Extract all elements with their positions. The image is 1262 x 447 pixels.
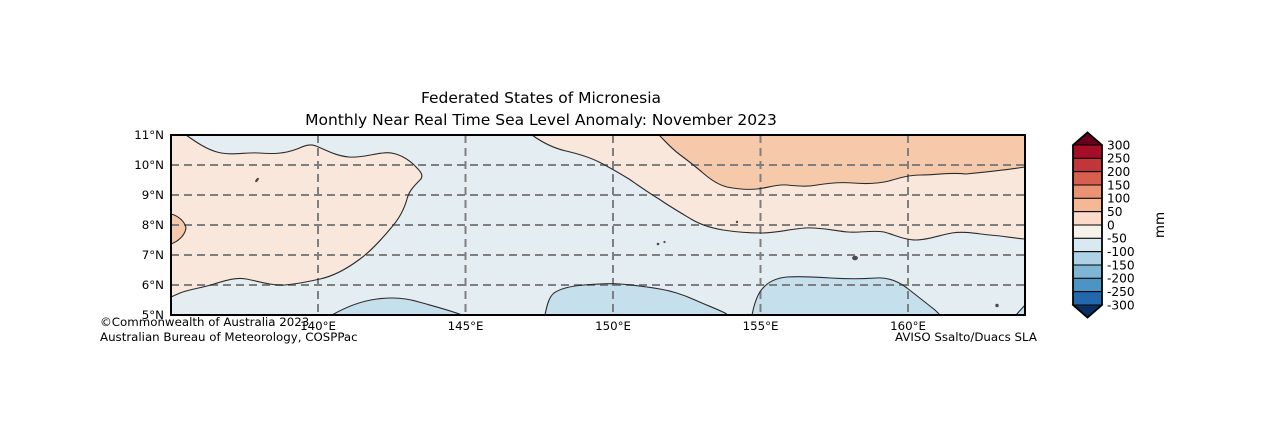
- colorbar-unit-label: mm: [1152, 212, 1168, 238]
- colorbar-segment: [1072, 157, 1103, 173]
- colorbar-tick-label: -100: [1107, 245, 1135, 259]
- colorbar-tick-label: 50: [1107, 205, 1123, 219]
- chart-title-line1: Federated States of Micronesia: [420, 89, 662, 107]
- chart-title: Federated States of Micronesia Monthly N…: [291, 87, 791, 131]
- colorbar-over-arrow: [1071, 131, 1104, 146]
- agency-text: Australian Bureau of Meteorology, COSPPa…: [100, 330, 358, 344]
- data-source-text: AVISO Ssalto/Duacs SLA: [895, 330, 1037, 344]
- contour-region-northeast-50-100: [659, 135, 1025, 190]
- contour-region-south-neg100-2: [545, 283, 728, 315]
- x-tick-label: 160°E: [890, 319, 926, 333]
- colorbar-segment: [1072, 251, 1103, 266]
- colorbar-tick-label: -200: [1107, 272, 1135, 286]
- y-axis-labels: 11°N 10°N 9°N 8°N 7°N 6°N 5°N: [134, 128, 164, 322]
- island-pohnpei: [852, 255, 858, 261]
- colorbar-segment: [1072, 144, 1103, 159]
- contour-line-south-neg50-3: [751, 276, 941, 316]
- colorbar-under-arrow: [1071, 304, 1104, 319]
- colorbar: 300 250 200 150 100 50 0 -50 -100 -150 -…: [1071, 131, 1168, 319]
- x-tick-label: 145°E: [448, 319, 484, 333]
- island-chuuk-1: [656, 242, 660, 246]
- colorbar-tick-label: 0: [1107, 218, 1115, 232]
- colorbar-segment: [1072, 264, 1103, 279]
- contour-line-west-0: [170, 134, 423, 298]
- y-tick-label: 5°N: [142, 308, 164, 322]
- contour-region-west-0-50: [171, 135, 422, 297]
- x-tick-label: 155°E: [743, 319, 779, 333]
- island-kosrae: [995, 303, 999, 308]
- colorbar-outline: [1072, 131, 1103, 319]
- contour-line-northeast-0: [531, 134, 1026, 241]
- y-tick-label: 9°N: [142, 188, 164, 202]
- colorbar-tick-label: 200: [1107, 165, 1130, 179]
- colorbar-segment: [1072, 171, 1103, 186]
- colorbar-tick-label: 300: [1107, 138, 1130, 152]
- colorbar-tick-label: -300: [1107, 298, 1135, 312]
- contour-region-south-neg100-3: [752, 276, 940, 315]
- contour-lines: [170, 134, 1026, 316]
- island-chuuk-2: [663, 240, 666, 244]
- colorbar-segment: [1072, 237, 1103, 253]
- colorbar-segment: [1072, 211, 1103, 226]
- island-yap: [255, 177, 259, 183]
- colorbar-tick-label: -250: [1107, 285, 1135, 299]
- island-oroluk: [735, 220, 739, 224]
- contour-line-south-neg50-2: [544, 283, 729, 316]
- map-border: [170, 134, 1026, 316]
- colorbar-tick-label: 250: [1107, 152, 1130, 166]
- copyright-text: ©Commonwealth of Australia 2023: [100, 315, 310, 329]
- colorbar-segment: [1072, 291, 1103, 306]
- colorbar-segment: [1072, 197, 1103, 213]
- colorbar-tick-label: -50: [1107, 232, 1127, 246]
- x-tick-label: 150°E: [595, 319, 631, 333]
- colorbar-tick-label: -150: [1107, 258, 1135, 272]
- colorbar-segment: [1072, 277, 1103, 293]
- y-tick-label: 6°N: [142, 278, 164, 292]
- contour-line-south-neg50-1: [331, 297, 463, 316]
- y-tick-label: 11°N: [134, 128, 164, 142]
- y-tick-label: 8°N: [142, 218, 164, 232]
- graticule: [171, 135, 1025, 315]
- x-tick-label: 140°E: [300, 319, 336, 333]
- contour-region-south-neg100-1: [332, 298, 462, 315]
- attribution-left: ©Commonwealth of Australia 2023 Australi…: [100, 315, 358, 345]
- islands: [255, 177, 999, 308]
- contour-line-south-neg50-corner: [1015, 304, 1026, 316]
- y-tick-label: 10°N: [134, 158, 164, 172]
- colorbar-tick-labels: 300 250 200 150 100 50 0 -50 -100 -150 -…: [1107, 138, 1135, 312]
- colorbar-tick-label: 150: [1107, 178, 1130, 192]
- contour-line-northeast-50: [658, 134, 1026, 190]
- y-tick-label: 7°N: [142, 248, 164, 262]
- colorbar-tick-label: 100: [1107, 192, 1130, 206]
- contour-line-west-50: [170, 213, 187, 245]
- x-axis-labels: 140°E 145°E 150°E 155°E 160°E: [300, 319, 926, 333]
- chart-title-line2: Monthly Near Real Time Sea Level Anomaly…: [305, 111, 777, 129]
- colorbar-segment: [1072, 224, 1103, 239]
- colorbar-segment: [1072, 184, 1103, 199]
- contour-region-west-50-100: [171, 214, 186, 244]
